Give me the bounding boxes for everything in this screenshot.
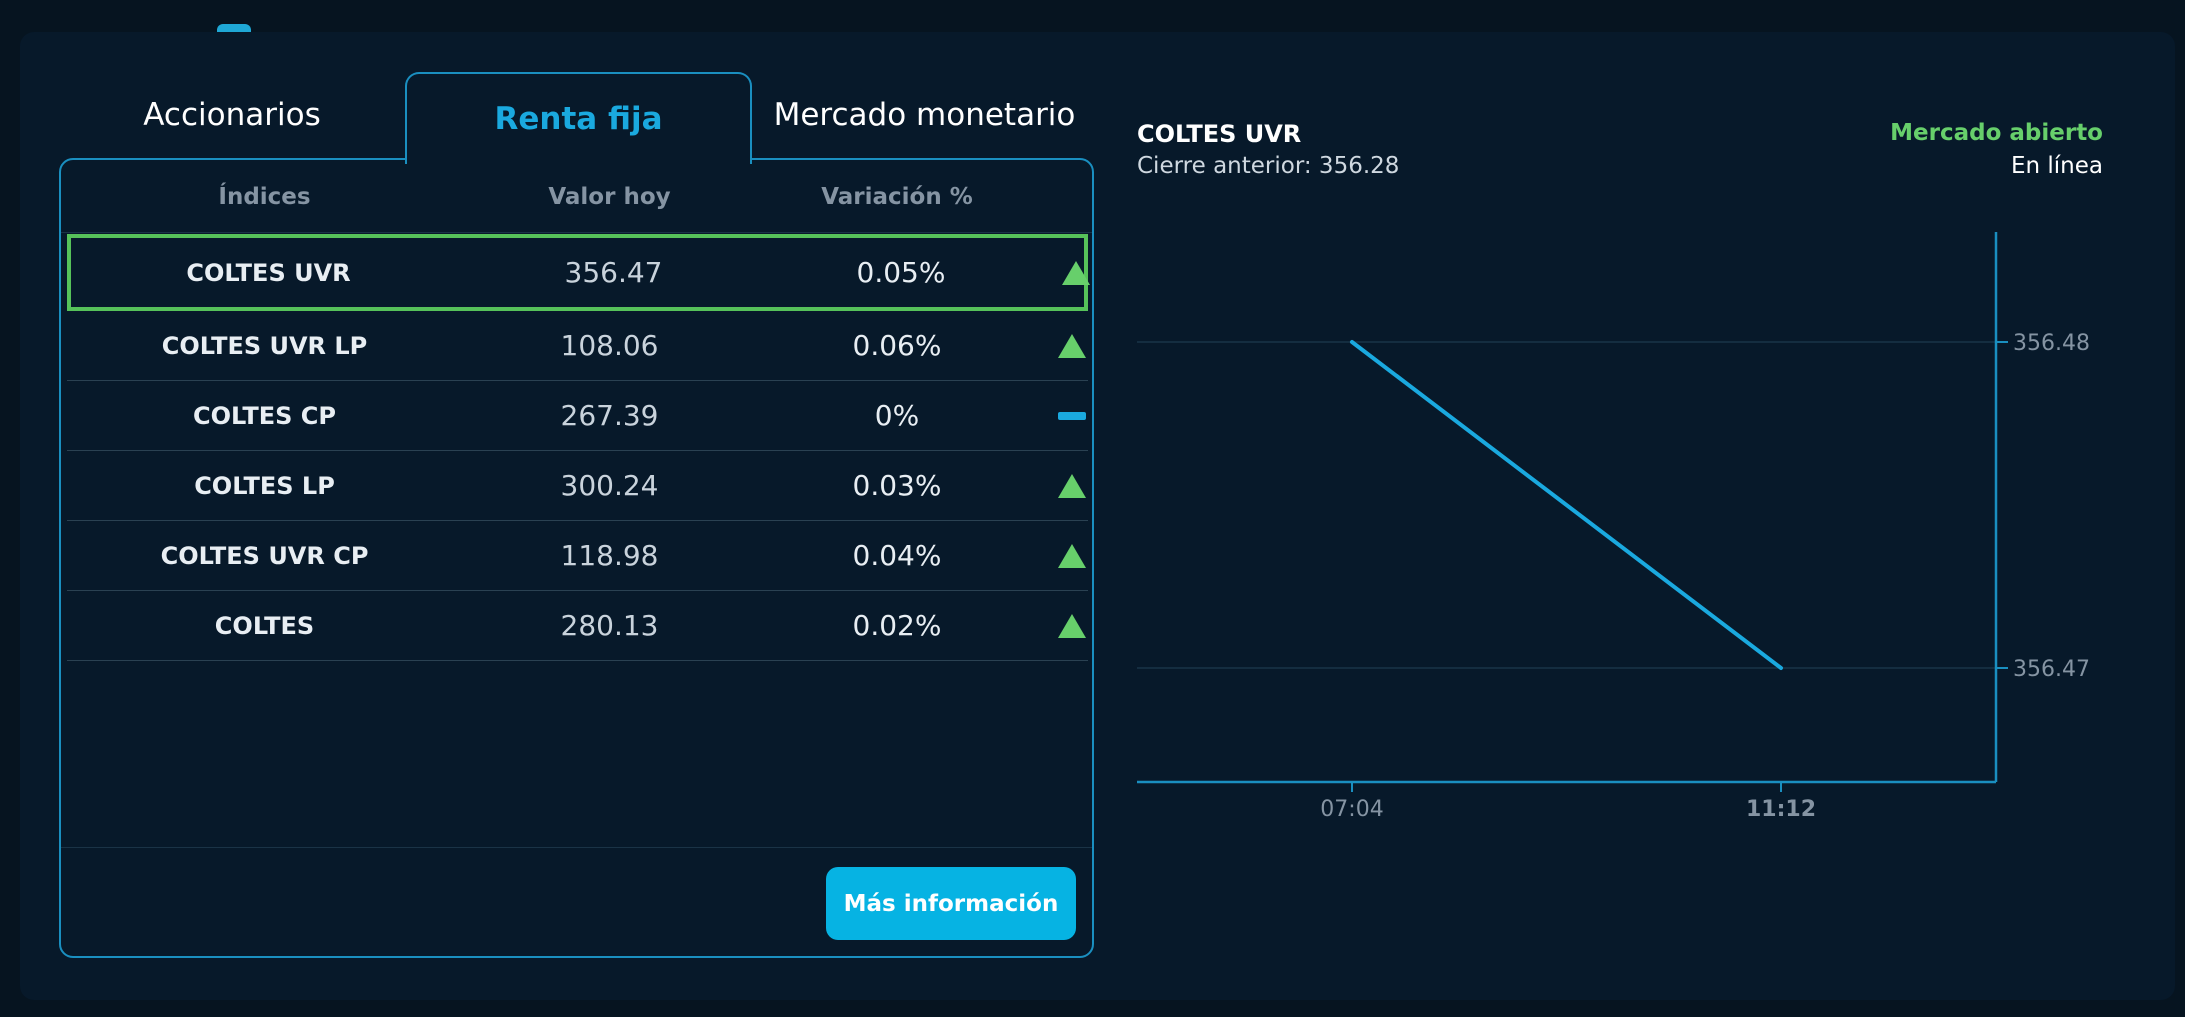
- trend-indicator: [1037, 521, 1107, 590]
- table-row[interactable]: COLTES UVR LP 108.06 0.06%: [67, 311, 1088, 381]
- triangle-up-icon: [1058, 473, 1086, 498]
- index-variation: 0.04%: [852, 539, 942, 572]
- table-row[interactable]: COLTES UVR 356.47 0.05%: [67, 234, 1090, 311]
- table-row[interactable]: COLTES UVR CP 118.98 0.04%: [67, 521, 1088, 591]
- dash-icon: [1058, 411, 1086, 420]
- market-card: [20, 32, 2175, 1000]
- index-value: 300.24: [560, 469, 659, 502]
- y-tick-label: 356.48: [2013, 331, 2090, 356]
- table-header: Índices Valor hoy Variación %: [61, 160, 1092, 233]
- header-variacion: Variación %: [821, 184, 973, 210]
- index-value: 267.39: [560, 399, 659, 432]
- tab-renta-fija[interactable]: Renta fija: [405, 72, 752, 164]
- header-indices: Índices: [218, 184, 311, 210]
- trend-indicator: [1037, 451, 1107, 520]
- series-line: [1350, 340, 1783, 670]
- trend-indicator: [1037, 591, 1107, 660]
- more-info-button[interactable]: Más información: [826, 867, 1076, 940]
- index-variation: 0.02%: [852, 609, 942, 642]
- trend-indicator: [1037, 381, 1107, 450]
- market-status: Mercado abierto: [1890, 120, 2103, 146]
- index-value: 118.98: [560, 539, 659, 572]
- index-name: COLTES CP: [193, 401, 336, 430]
- y-tick-label: 356.47: [2013, 657, 2090, 682]
- index-name: COLTES UVR CP: [160, 541, 369, 570]
- index-value: 356.47: [564, 256, 663, 289]
- trend-indicator: [1037, 311, 1107, 380]
- index-variation: 0%: [874, 399, 920, 432]
- previous-close: Cierre anterior: 356.28: [1137, 153, 1400, 179]
- chart-title: COLTES UVR: [1137, 120, 1302, 148]
- index-name: COLTES LP: [194, 471, 335, 500]
- tab-mercado-monetario[interactable]: Mercado monetario: [773, 97, 1076, 133]
- triangle-up-icon: [1062, 260, 1090, 285]
- index-variation: 0.06%: [852, 329, 942, 362]
- index-variation: 0.05%: [856, 256, 946, 289]
- table-row[interactable]: COLTES CP 267.39 0%: [67, 381, 1088, 451]
- triangle-up-icon: [1058, 543, 1086, 568]
- header-valor-hoy: Valor hoy: [548, 184, 671, 210]
- index-value: 108.06: [560, 329, 659, 362]
- indices-table-panel: Índices Valor hoy Variación % COLTES UVR…: [59, 158, 1094, 958]
- x-tick-label: 07:04: [1320, 797, 1383, 822]
- index-value: 280.13: [560, 609, 659, 642]
- index-name: COLTES UVR LP: [161, 331, 368, 360]
- index-variation: 0.03%: [852, 469, 942, 502]
- table-body: COLTES UVR 356.47 0.05% COLTES UVR LP 108.06…: [67, 232, 1090, 661]
- table-row[interactable]: COLTES 280.13 0.02%: [67, 591, 1088, 661]
- table-row[interactable]: COLTES LP 300.24 0.03%: [67, 451, 1088, 521]
- table-footer: Más información: [61, 847, 1092, 956]
- triangle-up-icon: [1058, 333, 1086, 358]
- x-tick-label: 11:12: [1746, 797, 1816, 822]
- index-name: COLTES UVR: [186, 258, 351, 287]
- triangle-up-icon: [1058, 613, 1086, 638]
- tab-accionarios[interactable]: Accionarios: [143, 97, 321, 133]
- index-name: COLTES: [214, 611, 315, 640]
- connection-status: En línea: [2010, 153, 2103, 179]
- trend-indicator: [1041, 238, 1111, 307]
